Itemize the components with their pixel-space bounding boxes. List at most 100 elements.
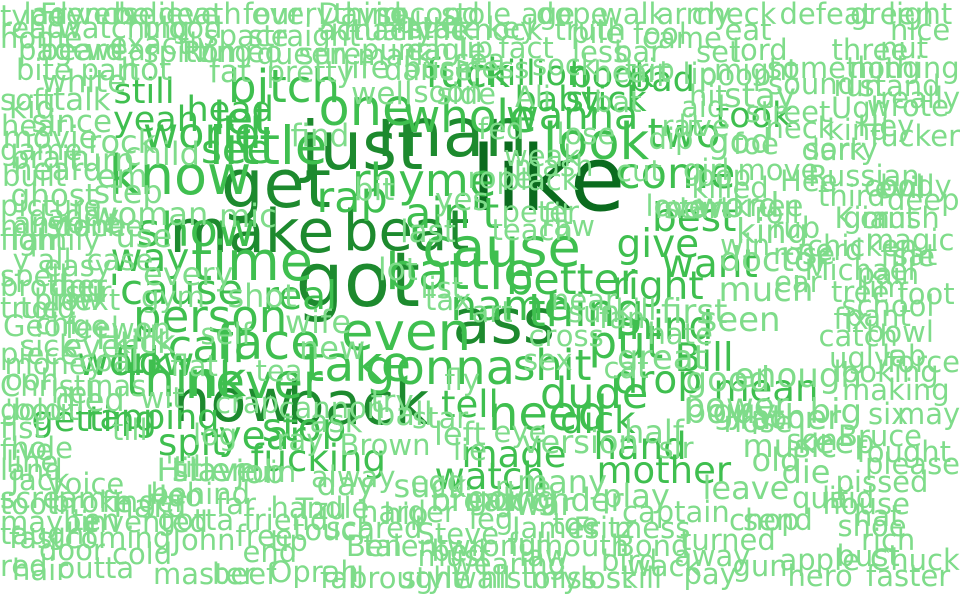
word: talk (53, 81, 111, 118)
word: chicken (807, 228, 918, 263)
word: miss (530, 560, 598, 595)
word: leg (469, 501, 514, 536)
word: apple (779, 542, 861, 577)
word: eagle (406, 32, 486, 67)
word: two (647, 111, 721, 157)
word: bitch (228, 59, 340, 113)
word: best (652, 195, 737, 241)
word: time (191, 230, 314, 293)
word: neck (765, 110, 835, 145)
word: Hulk (96, 319, 168, 357)
word: six (868, 396, 909, 431)
word: French (40, 0, 137, 31)
word: lip (458, 30, 494, 65)
word: big (809, 392, 863, 432)
word: stole (441, 0, 512, 31)
word: money (4, 346, 104, 381)
word: exactly (109, 26, 215, 61)
word: George (3, 308, 109, 343)
word: flow (114, 339, 195, 385)
word: Chuck (870, 542, 960, 577)
word: keep (797, 423, 875, 461)
word: fine (880, 238, 936, 273)
word: gotta (157, 502, 235, 537)
word: gym (141, 279, 205, 314)
word: sat (893, 237, 938, 272)
word: just (301, 106, 424, 185)
word: take (305, 335, 412, 393)
word: actually (318, 12, 434, 47)
word: ugly (829, 340, 892, 375)
word: pop (696, 158, 752, 193)
word: touch (293, 512, 375, 547)
word: day (316, 465, 376, 503)
word: mustache (0, 208, 144, 243)
word: business (403, 50, 530, 85)
word: mark (357, 37, 433, 72)
word: toe (552, 506, 600, 541)
word: force (887, 344, 960, 379)
word: make (169, 197, 335, 267)
word: fed (478, 111, 525, 146)
word: cannon (278, 390, 386, 425)
word: brain (10, 139, 90, 176)
word: red (0, 548, 48, 583)
word: cat (603, 350, 649, 385)
word: version (521, 423, 639, 461)
word: look (543, 112, 650, 172)
word: ain't (405, 188, 500, 239)
word: space (203, 18, 289, 53)
word: fly (444, 362, 480, 397)
word: stick (565, 79, 647, 120)
word: mash (514, 148, 594, 183)
word: drop (613, 357, 703, 403)
word: might (714, 52, 799, 87)
word: rule (495, 469, 552, 504)
word: away (674, 538, 751, 573)
word: world (143, 108, 262, 159)
word: lord (732, 32, 788, 67)
word: family (11, 222, 101, 257)
word: sure (298, 36, 362, 71)
word: blood (142, 10, 223, 45)
word: built (2, 158, 67, 193)
word: really (880, 80, 960, 115)
word: heart (593, 54, 671, 89)
word: turn (69, 141, 135, 179)
word: rub (771, 210, 821, 245)
word: Ben (346, 528, 403, 563)
word: scream (0, 480, 107, 515)
word: five (0, 432, 54, 467)
word: death (158, 0, 242, 31)
word: wall (453, 560, 511, 595)
word: fall (320, 560, 365, 595)
word: bat (594, 84, 642, 119)
word: voice (47, 466, 125, 501)
word: type (0, 0, 65, 33)
word: hair (12, 552, 69, 587)
word: getting (31, 399, 157, 440)
word: must (417, 538, 491, 573)
word: believe (113, 0, 219, 31)
word: hero (787, 558, 853, 593)
word: battle (385, 242, 535, 302)
word: win (720, 227, 771, 262)
word: yes (435, 181, 489, 218)
word: game (0, 132, 83, 167)
word: 'bout (5, 392, 79, 427)
word: told (20, 290, 76, 325)
word: bowl (866, 314, 934, 349)
word: captain (622, 494, 730, 529)
word: rat (661, 108, 703, 143)
word: wit (140, 380, 184, 415)
word: dance (384, 52, 473, 87)
word: fought (856, 434, 952, 469)
word: nose (723, 404, 793, 439)
word: stop (262, 405, 347, 451)
word: fast (9, 520, 64, 555)
word: Hitler (156, 451, 244, 489)
word: tree (831, 274, 890, 309)
word: use (115, 217, 173, 255)
word: pissed (835, 464, 929, 499)
word: live (678, 108, 730, 143)
